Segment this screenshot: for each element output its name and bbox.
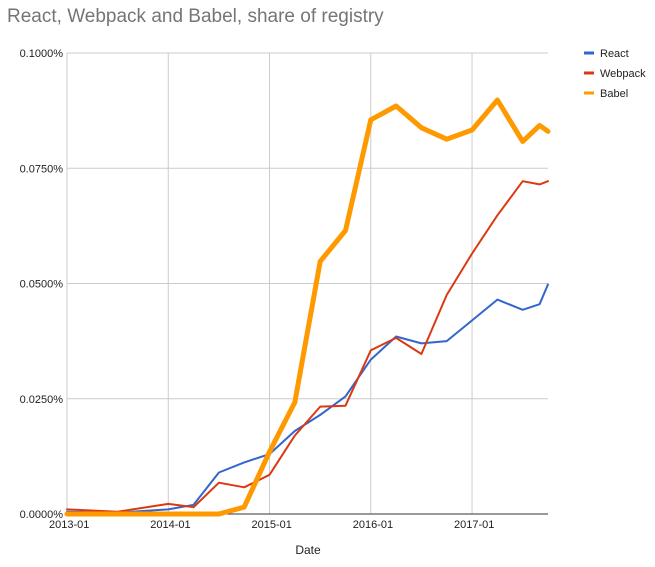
x-tick-label: 2015-01	[252, 519, 292, 531]
series-line-react	[66, 283, 549, 514]
legend-label-react: React	[600, 48, 629, 60]
legend: React Webpack Babel	[584, 48, 646, 100]
x-axis-title: Date	[295, 543, 321, 557]
y-tick-label: 0.0500%	[20, 279, 64, 291]
legend-label-babel: Babel	[600, 88, 628, 100]
axes: 0.0000% 0.0250% 0.0500% 0.0750% 0.1000% 2013-…	[20, 48, 548, 531]
y-tick-label: 0.1000%	[20, 48, 64, 60]
legend-label-webpack: Webpack	[600, 68, 646, 80]
series-lines	[64, 97, 551, 517]
series-line-webpack	[66, 180, 549, 513]
x-tick-label: 2017-01	[454, 519, 494, 531]
series-line-babel	[64, 97, 551, 517]
y-tick-label: 0.0000%	[20, 509, 64, 521]
x-tick-label: 2014-01	[150, 519, 190, 531]
y-tick-label: 0.0250%	[20, 394, 64, 406]
x-tick-label: 2013-01	[49, 519, 89, 531]
y-tick-label: 0.0750%	[20, 163, 64, 175]
x-tick-label: 2016-01	[353, 519, 393, 531]
chart-title: React, Webpack and Babel, share of regis…	[7, 6, 384, 27]
